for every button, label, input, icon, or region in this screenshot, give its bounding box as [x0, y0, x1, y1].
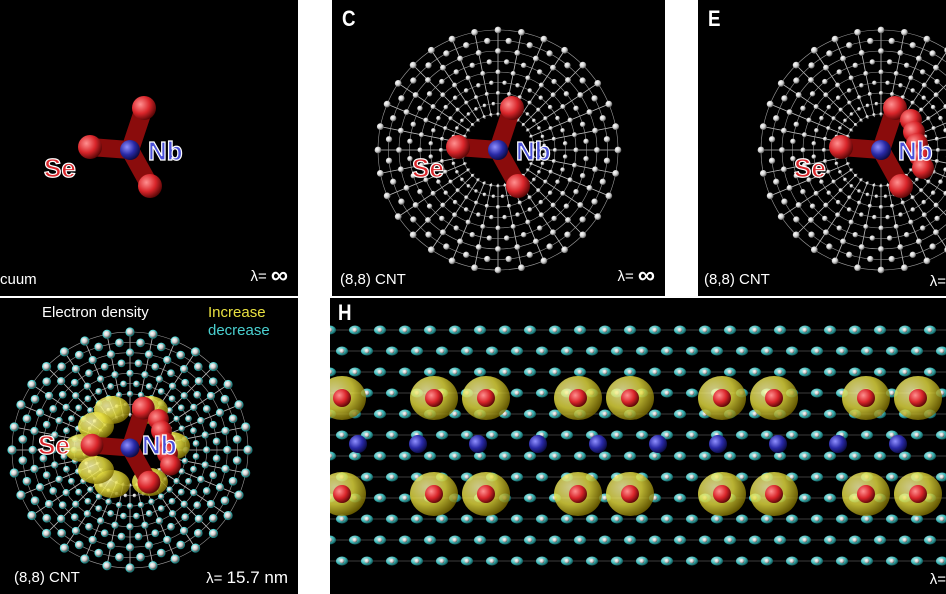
nbse-molecule-vacuum: [78, 96, 162, 198]
lambda-value: 15.7 nm: [226, 568, 288, 587]
lambda-readout: λ= ∞: [250, 262, 288, 290]
lambda-label: λ=: [929, 273, 946, 290]
lambda-label: λ=: [617, 268, 634, 285]
se-atom-label: Se: [793, 152, 826, 183]
legend-increase: Increase: [208, 304, 266, 321]
panel-c-cnt: C Se Nb (8,8) CNT λ= ∞: [332, 0, 665, 296]
panel-a-vacuum: Se Nb cuum λ= ∞: [0, 0, 298, 296]
lambda-readout: λ=: [930, 571, 946, 588]
lambda-label: λ=: [206, 570, 223, 587]
se-atom-label: Se: [37, 429, 70, 460]
cnt-density-end-view: [7, 327, 253, 573]
cnt-end-view: [374, 26, 622, 274]
lambda-readout: λ=: [930, 273, 946, 290]
panel-caption: (8,8) CNT: [704, 271, 770, 288]
lambda-label: λ=: [929, 571, 946, 588]
legend-decrease: decrease: [208, 322, 270, 339]
legend-title: Electron density: [42, 304, 149, 321]
nb-atom-label: Nb: [141, 429, 177, 460]
nb-atom-label: Nb: [897, 135, 933, 166]
se-atom-label: Se: [43, 152, 76, 183]
se-atom-label: Se: [411, 152, 444, 183]
panel-caption: (8,8) CNT: [14, 569, 80, 586]
nb-atom-label: Nb: [147, 135, 183, 166]
lambda-readout: λ= 15.7 nm: [206, 568, 288, 588]
cnt-side-view-density: [330, 325, 946, 566]
nb-atom-label: Nb: [515, 135, 551, 166]
lambda-value: ∞: [270, 262, 288, 289]
panel-h-cnt-side-view: H λ=: [330, 298, 946, 594]
panel-e-cnt: E Se Nb (8,8) CNT λ=: [698, 0, 946, 296]
panel-letter: H: [338, 300, 352, 325]
panel-letter: C: [342, 6, 356, 31]
panel-letter: E: [708, 6, 721, 31]
panel-g-electron-density: Electron density Increase decrease Se Nb…: [0, 298, 298, 594]
lambda-readout: λ= ∞: [617, 262, 655, 290]
panel-caption: cuum: [0, 271, 37, 288]
cnt-end-view-helical: [757, 26, 946, 274]
lambda-label: λ=: [250, 268, 267, 285]
lambda-value: ∞: [637, 262, 655, 289]
panel-caption: (8,8) CNT: [340, 271, 406, 288]
